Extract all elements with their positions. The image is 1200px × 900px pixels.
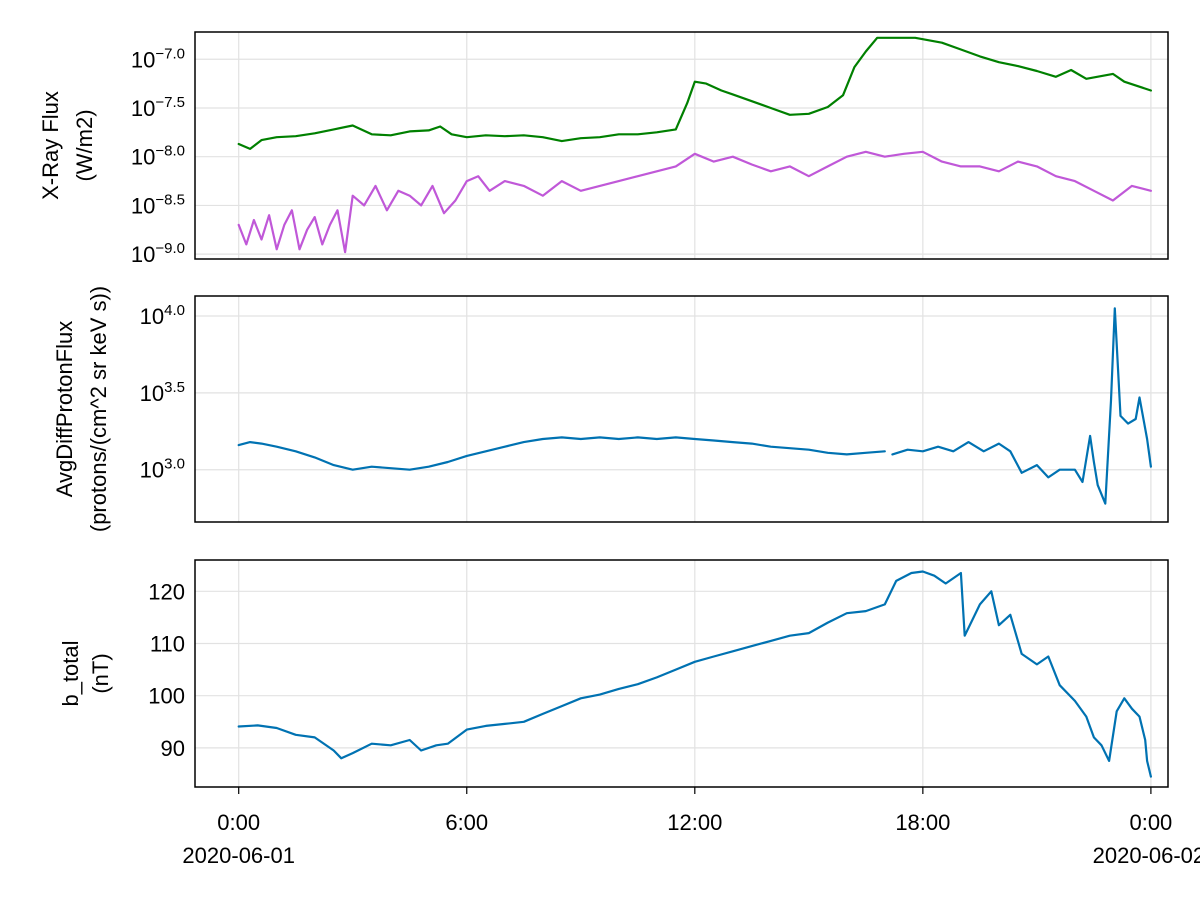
xray-y-tick-label: 10−7.0 (131, 45, 185, 72)
xray-axes-frame (194, 31, 1169, 260)
x-axis-ticks: 0:00 2020-06-01 6:00 12:00 18:00 0:00 2020-06-… (182, 787, 1200, 868)
proton-axes-frame (194, 295, 1169, 523)
proton-y-label-line2: (protons/(cm^2 sr keV s)) (86, 286, 111, 532)
xray-y-tick-label: 10−9.0 (131, 240, 185, 267)
proton-y-ticks: 104.0 103.5 103.0 (140, 302, 185, 483)
proton-series-0-line (237, 436, 886, 471)
xray-panel: 10−7.0 10−7.5 10−8.0 10−8.5 10−9.0 X-Ray Flu… (38, 31, 1169, 267)
xray-y-ticks: 10−7.0 10−7.5 10−8.0 10−8.5 10−9.0 (131, 45, 185, 267)
btotal-grid (195, 560, 1168, 787)
proton-series-0-line (891, 307, 1153, 505)
xray-y-tick-label: 10−7.5 (131, 94, 185, 121)
xray-y-tick-label: 10−8.5 (131, 191, 185, 218)
btotal-series (237, 570, 1153, 778)
proton-series (237, 307, 1153, 505)
x-tick-time-label: 0:00 (217, 810, 260, 835)
x-tick-time-label: 12:00 (667, 810, 722, 835)
btotal-series-0-line (237, 570, 1153, 778)
x-tick-date-label: 2020-06-02 (1093, 843, 1200, 868)
xray-series (237, 36, 1153, 254)
btotal-panel: 120 110 100 90 b_total (nT) (58, 559, 1169, 788)
xray-series-0-line (237, 36, 1153, 150)
btotal-axes-frame (194, 559, 1169, 788)
xray-grid (195, 32, 1168, 259)
xray-y-tick-label: 10−8.0 (131, 143, 185, 170)
btotal-y-tick-label: 110 (150, 631, 185, 656)
x-tick-date-label: 2020-06-01 (182, 843, 295, 868)
proton-grid (195, 296, 1168, 522)
x-tick-time-label: 18:00 (895, 810, 950, 835)
xray-y-label-line2: (W/m2) (72, 109, 97, 181)
btotal-y-tick-label: 90 (161, 736, 185, 761)
xray-y-label-line1: X-Ray Flux (38, 91, 63, 200)
proton-y-label-line1: AvgDiffProtonFlux (52, 321, 77, 498)
x-tick-time-label: 6:00 (445, 810, 488, 835)
proton-y-tick-label: 103.0 (140, 456, 185, 483)
btotal-y-label-line1: b_total (58, 640, 83, 706)
proton-y-tick-label: 104.0 (140, 302, 185, 329)
proton-panel: 104.0 103.5 103.0 AvgDiffProtonFlux (proto… (52, 286, 1169, 532)
btotal-y-tick-label: 100 (148, 684, 185, 709)
btotal-y-ticks: 120 110 100 90 (148, 579, 185, 761)
proton-y-tick-label: 103.5 (140, 379, 185, 406)
btotal-y-tick-label: 120 (148, 579, 185, 604)
xray-series-1-line (237, 150, 1153, 254)
x-tick-time-label: 0:00 (1129, 810, 1172, 835)
btotal-y-label-line2: (nT) (88, 653, 113, 693)
